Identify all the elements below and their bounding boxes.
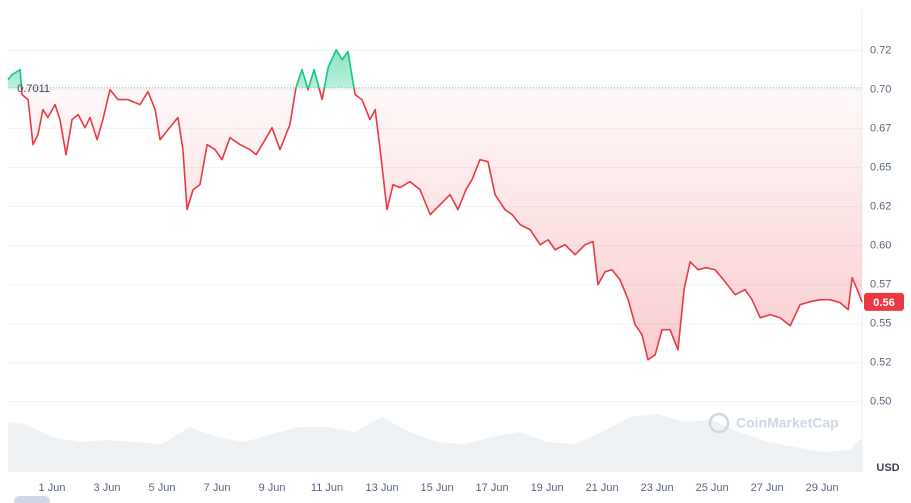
y-tick-label: 0.65 bbox=[870, 162, 891, 174]
price-line bbox=[7, 48, 863, 361]
watermark: CoinMarketCap bbox=[708, 412, 839, 434]
x-tick-label: 7 Jun bbox=[204, 482, 231, 494]
price-area bbox=[8, 49, 862, 360]
price-badge-label: 0.56 bbox=[873, 297, 894, 309]
x-tick-label: 1 Jun bbox=[39, 482, 66, 494]
x-tick-label: 13 Jun bbox=[366, 482, 399, 494]
currency-label: USD bbox=[876, 462, 899, 474]
scrollbar[interactable] bbox=[14, 496, 50, 503]
x-tick-label: 25 Jun bbox=[696, 482, 729, 494]
x-tick-label: 23 Jun bbox=[641, 482, 674, 494]
y-tick-label: 0.52 bbox=[870, 357, 891, 369]
x-tick-label: 5 Jun bbox=[149, 482, 176, 494]
price-badge bbox=[864, 292, 904, 311]
baseline-label: 0.7011 bbox=[17, 83, 50, 95]
y-tick-label: 0.67 bbox=[870, 123, 891, 135]
y-tick-label: 0.60 bbox=[870, 240, 891, 252]
volume-area bbox=[8, 414, 862, 472]
x-tick-label: 3 Jun bbox=[94, 482, 121, 494]
y-tick-label: 0.70 bbox=[870, 84, 891, 96]
x-tick-label: 29 Jun bbox=[806, 482, 839, 494]
x-tick-label: 15 Jun bbox=[421, 482, 454, 494]
y-tick-label: 0.50 bbox=[870, 396, 891, 408]
watermark-logo bbox=[708, 412, 730, 434]
x-tick-label: 27 Jun bbox=[751, 482, 784, 494]
y-tick-label: 0.62 bbox=[870, 201, 891, 213]
watermark-text: CoinMarketCap bbox=[736, 415, 839, 431]
y-tick-label: 0.55 bbox=[870, 318, 891, 330]
x-tick-label: 9 Jun bbox=[259, 482, 286, 494]
x-tick-label: 17 Jun bbox=[476, 482, 509, 494]
x-tick-label: 19 Jun bbox=[531, 482, 564, 494]
x-tick-label: 21 Jun bbox=[586, 482, 619, 494]
y-tick-label: 0.57 bbox=[870, 279, 891, 291]
y-tick-label: 0.72 bbox=[870, 44, 891, 56]
x-tick-label: 11 Jun bbox=[311, 482, 343, 494]
